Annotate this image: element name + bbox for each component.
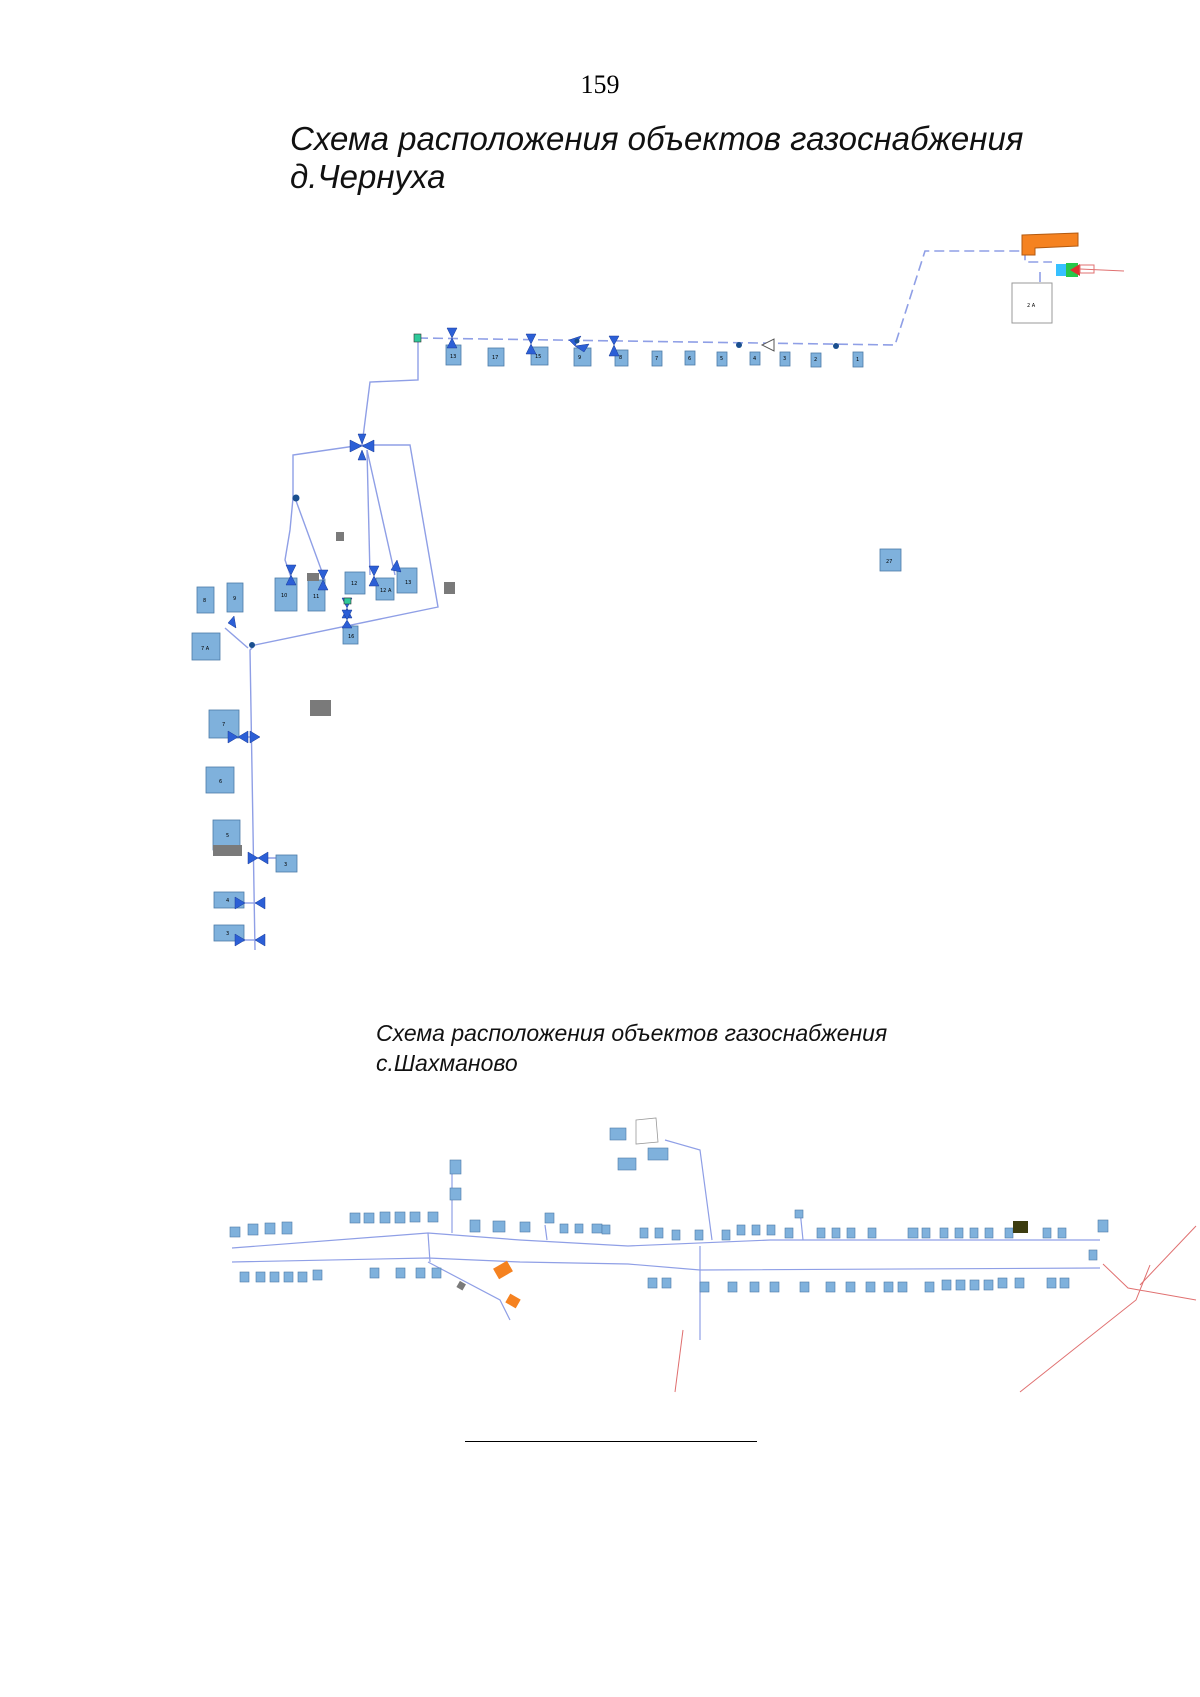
svg-text:6: 6 xyxy=(688,356,691,362)
meter-icon xyxy=(343,597,352,605)
dark-object xyxy=(1013,1221,1028,1233)
svg-text:9: 9 xyxy=(233,596,236,602)
svg-text:7 А: 7 А xyxy=(201,646,210,652)
scheme-1-map: 2 А 13 17 15 9 8 7 6 5 4 3 2 1 xyxy=(191,232,1125,951)
svg-text:15: 15 xyxy=(535,354,541,360)
building-numbers-cluster: 8 9 10 11 12 12 А 13 7 А 16 7 6 5 3 4 3 … xyxy=(201,559,892,937)
building-numbers-top: 13 17 15 9 8 7 6 5 4 3 2 1 xyxy=(450,354,859,363)
scheme-2-title: Схема расположения объектов газоснабжени… xyxy=(376,1018,1076,1078)
svg-text:8: 8 xyxy=(619,355,622,361)
buildings-street xyxy=(229,1127,1109,1293)
svg-text:7: 7 xyxy=(222,722,225,728)
junction-dots xyxy=(249,338,839,648)
svg-text:10: 10 xyxy=(281,593,287,599)
svg-text:8: 8 xyxy=(203,598,206,604)
svg-text:5: 5 xyxy=(226,833,229,839)
svg-text:11: 11 xyxy=(313,594,319,600)
svg-text:5: 5 xyxy=(720,356,723,362)
svg-text:6: 6 xyxy=(219,779,222,785)
grp-cabinet xyxy=(1011,282,1053,324)
svg-text:27: 27 xyxy=(886,559,892,565)
svg-text:3: 3 xyxy=(226,931,229,937)
external-gas-line xyxy=(1079,268,1125,272)
meter-icon xyxy=(413,333,422,343)
svg-text:7: 7 xyxy=(655,356,658,362)
svg-text:3: 3 xyxy=(284,862,287,868)
solid-pipeline xyxy=(231,1139,1101,1340)
valve-icons xyxy=(227,327,620,947)
boiler-house xyxy=(493,1260,513,1280)
svg-text:2: 2 xyxy=(814,357,817,363)
external-gas-line xyxy=(674,1225,1197,1393)
svg-text:12: 12 xyxy=(351,581,357,587)
gray-object xyxy=(456,1280,466,1291)
gray-objects xyxy=(213,532,455,856)
scheme-2-title-line1: Схема расположения объектов газоснабжени… xyxy=(376,1020,888,1046)
scheme-1-title: Схема расположения объектов газоснабжени… xyxy=(290,120,1090,196)
svg-text:3: 3 xyxy=(783,356,786,362)
svg-text:9: 9 xyxy=(578,355,581,361)
outline-buildings xyxy=(635,1117,659,1145)
pressure-regulator-icon xyxy=(1056,263,1095,277)
svg-text:4: 4 xyxy=(753,356,756,362)
svg-text:16: 16 xyxy=(348,634,354,640)
scheme-2-map xyxy=(229,1117,1197,1393)
page-number: 159 xyxy=(580,70,620,99)
svg-text:13: 13 xyxy=(450,354,456,360)
scheme-2-title-line2: с.Шахманово xyxy=(376,1050,518,1076)
svg-text:17: 17 xyxy=(492,355,498,361)
svg-text:12 А: 12 А xyxy=(380,588,392,594)
buildings-top-row xyxy=(445,344,864,368)
boiler-house xyxy=(1021,232,1079,256)
svg-text:13: 13 xyxy=(405,580,411,586)
boiler-house xyxy=(505,1293,521,1309)
flow-direction-icon xyxy=(760,338,775,352)
scheme-1-title-line2: д.Чернуха xyxy=(290,158,446,195)
footnote-rule xyxy=(465,1441,757,1442)
svg-text:2 А: 2 А xyxy=(1027,303,1036,309)
scheme-1-title-line1: Схема расположения объектов газоснабжени… xyxy=(290,120,1024,157)
svg-text:1: 1 xyxy=(856,357,859,363)
svg-text:4: 4 xyxy=(226,898,229,904)
